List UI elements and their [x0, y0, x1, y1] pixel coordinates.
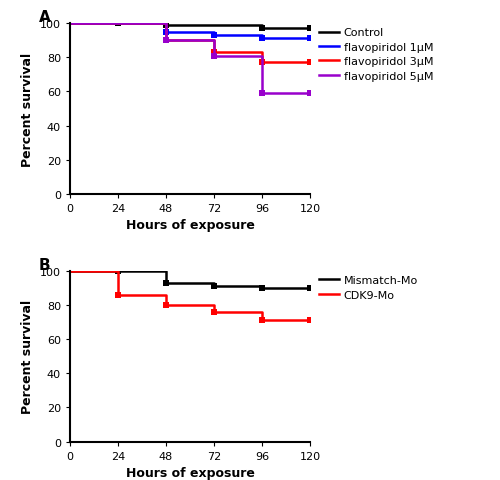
Mismatch-Mo [163, 280, 169, 286]
flavopiridol 3μM [307, 60, 313, 66]
CDK9-Mo [307, 318, 313, 324]
flavopiridol 1μM [211, 33, 217, 39]
Mismatch-Mo [211, 284, 217, 289]
flavopiridol 5μM [259, 53, 265, 59]
Line: Mismatch-Mo: Mismatch-Mo [70, 271, 310, 288]
CDK9-Mo [211, 302, 217, 308]
flavopiridol 5μM [163, 38, 169, 44]
Control [115, 21, 121, 27]
Control [307, 26, 313, 32]
flavopiridol 1μM [259, 36, 265, 42]
CDK9-Mo [211, 309, 217, 315]
CDK9-Mo [163, 302, 169, 308]
flavopiridol 1μM [163, 21, 169, 27]
flavopiridol 3μM [211, 50, 217, 56]
Mismatch-Mo [115, 268, 121, 274]
Y-axis label: Percent survival: Percent survival [22, 52, 35, 166]
flavopiridol 1μM [259, 33, 265, 39]
Legend: Mismatch-Mo, CDK9-Mo: Mismatch-Mo, CDK9-Mo [315, 271, 422, 304]
flavopiridol 3μM [259, 50, 265, 56]
flavopiridol 5μM [307, 91, 313, 97]
Text: B: B [39, 257, 50, 273]
Mismatch-Mo [259, 284, 265, 289]
Line: Control: Control [70, 24, 310, 29]
Text: A: A [39, 11, 50, 25]
flavopiridol 1μM [307, 36, 313, 42]
flavopiridol 5μM [259, 91, 265, 97]
CDK9-Mo [115, 292, 121, 298]
X-axis label: Hours of exposure: Hours of exposure [126, 219, 254, 232]
flavopiridol 3μM [67, 21, 73, 27]
Control [259, 23, 265, 29]
Mismatch-Mo [211, 280, 217, 286]
Control [307, 26, 313, 32]
CDK9-Mo [259, 318, 265, 324]
CDK9-Mo [163, 292, 169, 298]
Control [115, 21, 121, 27]
flavopiridol 1μM [211, 30, 217, 36]
Control [259, 26, 265, 32]
Control [163, 21, 169, 27]
flavopiridol 5μM [67, 21, 73, 27]
Mismatch-Mo [67, 268, 73, 274]
Control [67, 21, 73, 27]
Mismatch-Mo [307, 285, 313, 291]
Line: flavopiridol 5μM: flavopiridol 5μM [70, 24, 310, 94]
CDK9-Mo [259, 309, 265, 315]
Mismatch-Mo [307, 285, 313, 291]
flavopiridol 3μM [163, 38, 169, 44]
Mismatch-Mo [163, 268, 169, 274]
Line: flavopiridol 3μM: flavopiridol 3μM [70, 24, 310, 63]
Line: CDK9-Mo: CDK9-Mo [70, 271, 310, 321]
flavopiridol 5μM [211, 38, 217, 44]
flavopiridol 3μM [307, 60, 313, 66]
CDK9-Mo [115, 268, 121, 274]
flavopiridol 1μM [307, 36, 313, 42]
CDK9-Mo [67, 268, 73, 274]
Mismatch-Mo [115, 268, 121, 274]
flavopiridol 1μM [163, 30, 169, 36]
flavopiridol 3μM [163, 21, 169, 27]
flavopiridol 3μM [259, 60, 265, 66]
flavopiridol 5μM [211, 53, 217, 59]
Y-axis label: Percent survival: Percent survival [22, 300, 35, 413]
flavopiridol 3μM [211, 38, 217, 44]
Line: flavopiridol 1μM: flavopiridol 1μM [70, 24, 310, 39]
flavopiridol 1μM [67, 21, 73, 27]
CDK9-Mo [307, 318, 313, 324]
Mismatch-Mo [259, 285, 265, 291]
X-axis label: Hours of exposure: Hours of exposure [126, 466, 254, 479]
flavopiridol 5μM [163, 21, 169, 27]
flavopiridol 5μM [307, 91, 313, 97]
Legend: Control, flavopiridol 1μM, flavopiridol 3μM, flavopiridol 5μM: Control, flavopiridol 1μM, flavopiridol … [315, 24, 438, 86]
Control [163, 23, 169, 29]
